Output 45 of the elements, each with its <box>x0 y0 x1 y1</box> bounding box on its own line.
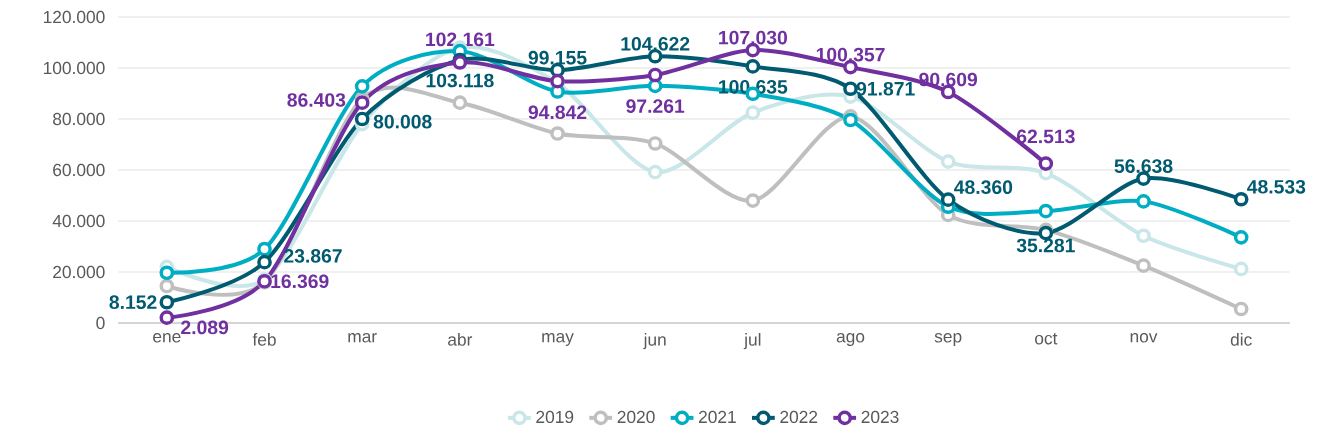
y-tick-label: 0 <box>96 316 105 330</box>
data-label: 100.635 <box>719 79 788 94</box>
x-tick-label: may <box>542 333 574 346</box>
x-tick-label: mar <box>348 333 377 343</box>
data-label: 48.360 <box>954 180 1013 195</box>
legend-label: 2023 <box>861 410 899 424</box>
data-label: 97.261 <box>626 99 685 113</box>
data-label: 103.118 <box>426 73 494 88</box>
y-tick-label: 80.000 <box>53 112 105 126</box>
x-tick-label: abr <box>448 333 473 346</box>
y-tick-label: 20.000 <box>53 265 105 279</box>
data-label: 104.622 <box>621 36 690 51</box>
legend-label: 2020 <box>617 410 655 424</box>
legend-label: 2022 <box>780 410 818 424</box>
data-label: 80.008 <box>373 114 432 129</box>
x-tick-label: feb <box>252 333 276 346</box>
data-label: 8.152 <box>109 295 157 310</box>
data-label: 102.161 <box>426 32 495 47</box>
data-label: 100.357 <box>816 47 885 62</box>
x-tick-label: jun <box>643 333 666 350</box>
data-label: 56.638 <box>1114 159 1173 173</box>
data-label: 86.403 <box>287 93 346 107</box>
data-label: 91.871 <box>856 81 915 96</box>
y-tick-label: 100.000 <box>43 61 105 75</box>
data-label: 16.369 <box>271 274 329 289</box>
x-tick-label: nov <box>1130 333 1158 343</box>
legend-label: 2019 <box>536 410 574 424</box>
x-tick-label: oct <box>1035 333 1058 345</box>
data-label: 48.533 <box>1247 179 1306 194</box>
data-label: 23.867 <box>284 249 342 263</box>
y-tick-label: 60.000 <box>53 163 105 177</box>
y-tick-label: 40.000 <box>52 214 105 228</box>
legend-label: 2021 <box>698 410 736 424</box>
x-tick-label: jul <box>743 333 761 350</box>
data-label: 62.513 <box>1016 129 1075 144</box>
data-label: 2.089 <box>181 320 229 335</box>
data-label: 99.155 <box>528 50 587 65</box>
data-label: 107.030 <box>719 30 787 45</box>
x-tick-label: ene <box>153 333 181 343</box>
x-tick-label: dic <box>1230 333 1252 346</box>
data-label: 94.842 <box>528 105 587 120</box>
y-tick-label: 120.000 <box>43 10 105 24</box>
data-label: 35.281 <box>1016 238 1075 253</box>
x-tick-label: sep <box>934 333 962 346</box>
x-tick-label: ago <box>836 333 865 346</box>
